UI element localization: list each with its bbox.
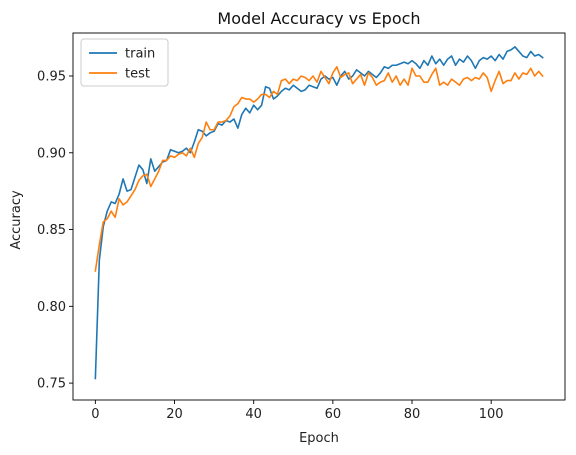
legend-label-train: train xyxy=(125,47,155,62)
y-tick-label: 0.90 xyxy=(37,146,66,161)
y-tick-label: 0.80 xyxy=(37,300,66,315)
plot-frame xyxy=(72,32,566,401)
legend-label-test: test xyxy=(125,67,150,82)
series-line-train xyxy=(94,46,544,380)
chart-title: Model Accuracy vs Epoch xyxy=(217,9,420,28)
y-tick-label: 0.75 xyxy=(37,377,66,392)
x-tick-label: 0 xyxy=(91,407,99,422)
series-line-test xyxy=(94,65,544,272)
y-axis-label: Accuracy xyxy=(9,190,24,250)
x-tick-label: 80 xyxy=(404,407,421,422)
x-tick-label: 40 xyxy=(245,407,262,422)
y-tick-label: 0.85 xyxy=(37,223,66,238)
legend-box xyxy=(80,38,169,87)
y-tick-label: 0.95 xyxy=(37,69,66,84)
x-tick-label: 60 xyxy=(325,407,342,422)
x-tick-label: 100 xyxy=(479,407,504,422)
legend: train test xyxy=(80,38,169,87)
x-axis-label: Epoch xyxy=(299,431,339,446)
x-tick-label: 20 xyxy=(166,407,183,422)
plot-area: 0 20 40 60 80 100 0.75 0.80 0.85 0.90 0.95 xyxy=(37,32,566,422)
